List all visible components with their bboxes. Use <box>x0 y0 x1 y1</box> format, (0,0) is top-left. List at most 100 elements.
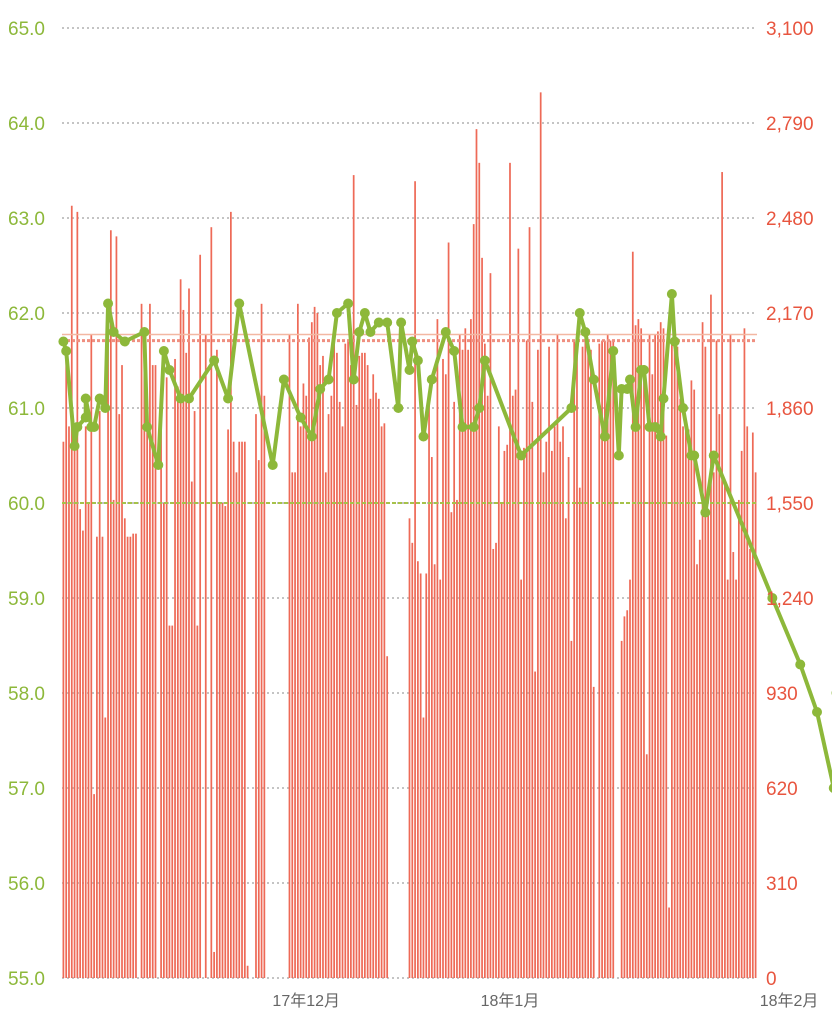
line-point <box>407 336 418 347</box>
bar <box>344 343 347 979</box>
bar <box>182 309 185 978</box>
bar <box>299 426 302 978</box>
bar <box>472 224 475 978</box>
bar <box>235 472 238 978</box>
line-point <box>348 374 359 385</box>
bar <box>82 530 84 978</box>
line-point <box>359 308 370 318</box>
bar <box>654 334 656 978</box>
bar <box>246 965 249 978</box>
bar <box>442 358 444 978</box>
bar <box>754 472 757 978</box>
bar <box>564 518 567 978</box>
bar <box>645 754 648 978</box>
bar <box>486 395 489 978</box>
bar <box>626 610 629 978</box>
line-point <box>331 308 342 318</box>
bar <box>79 509 82 978</box>
bar <box>726 579 729 978</box>
left-tick-label: 61.0 <box>8 399 45 420</box>
bar <box>151 365 154 978</box>
bar <box>687 429 690 978</box>
bar <box>559 441 562 978</box>
bar <box>366 365 369 978</box>
bar <box>338 401 341 978</box>
bar <box>263 395 266 978</box>
line-point <box>708 450 719 461</box>
bar <box>149 303 151 978</box>
bar <box>163 503 165 978</box>
bar <box>495 542 497 978</box>
bar <box>481 257 483 978</box>
bar <box>707 512 710 978</box>
bar <box>417 561 419 978</box>
line-point <box>153 460 164 470</box>
bar <box>118 414 121 978</box>
line-series <box>58 289 832 793</box>
bar <box>590 349 592 979</box>
line-point <box>139 327 150 337</box>
bar <box>489 273 492 979</box>
bar <box>724 481 726 978</box>
bar <box>154 365 157 978</box>
bar <box>204 334 207 978</box>
bar <box>350 365 352 978</box>
bar <box>581 346 584 978</box>
line-point <box>80 393 91 404</box>
bar <box>112 499 115 978</box>
bar <box>690 380 693 979</box>
line-point <box>234 298 245 309</box>
bar <box>612 340 615 978</box>
bar <box>673 349 676 979</box>
bar <box>729 334 732 978</box>
bar <box>241 441 243 978</box>
right-tick-label: 1,550 <box>766 494 814 515</box>
bar <box>87 503 90 978</box>
bar <box>375 392 377 978</box>
bar <box>377 398 380 978</box>
bar <box>104 717 107 978</box>
bar <box>475 129 478 978</box>
bar <box>291 472 294 978</box>
line-point <box>100 403 111 413</box>
bar <box>341 426 344 978</box>
line-point <box>580 327 591 337</box>
left-tick-label: 58.0 <box>8 684 45 705</box>
bar <box>534 671 536 978</box>
line-point <box>669 336 680 347</box>
right-tick-label: 3,100 <box>766 19 814 40</box>
left-tick-label: 56.0 <box>8 874 45 895</box>
line-point <box>666 289 677 299</box>
bar <box>456 499 458 978</box>
bar <box>718 414 721 978</box>
bar <box>715 340 718 978</box>
bar <box>710 294 712 978</box>
bar <box>70 205 73 978</box>
bar <box>288 334 291 978</box>
bar <box>305 395 308 978</box>
line-point <box>608 346 619 356</box>
bar <box>453 401 456 978</box>
bar <box>428 395 430 978</box>
bar <box>76 211 79 978</box>
line-point <box>650 422 661 432</box>
bar <box>419 573 422 978</box>
bar <box>425 573 428 978</box>
x-tick-label: 18年1月 <box>481 992 540 1010</box>
bar <box>243 441 246 978</box>
bar <box>179 279 182 979</box>
bar <box>609 340 612 978</box>
line-point <box>295 412 306 423</box>
bar <box>132 533 135 978</box>
line-point <box>373 317 384 328</box>
line-point <box>315 384 326 394</box>
bar <box>659 322 662 978</box>
bar <box>210 227 213 978</box>
bar <box>478 162 481 978</box>
bar <box>96 536 98 978</box>
bar <box>121 365 123 978</box>
line-point <box>418 431 429 442</box>
bar <box>749 548 751 978</box>
bar <box>601 340 603 978</box>
left-tick-label: 62.0 <box>8 304 45 325</box>
